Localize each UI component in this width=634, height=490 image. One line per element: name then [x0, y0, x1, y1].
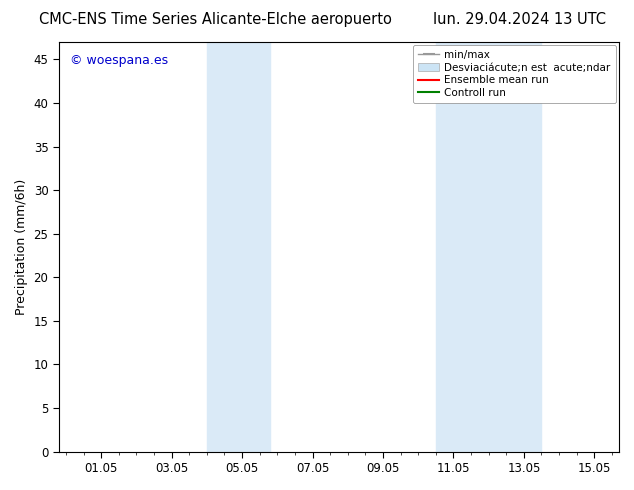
Text: © woespana.es: © woespana.es — [70, 54, 168, 67]
Y-axis label: Precipitation (mm/6h): Precipitation (mm/6h) — [15, 179, 28, 315]
Legend: min/max, Desviaciácute;n est  acute;ndar, Ensemble mean run, Controll run: min/max, Desviaciácute;n est acute;ndar,… — [413, 45, 616, 103]
Text: lun. 29.04.2024 13 UTC: lun. 29.04.2024 13 UTC — [434, 12, 606, 27]
Bar — [436, 42, 541, 452]
Bar — [207, 42, 270, 452]
Text: CMC-ENS Time Series Alicante-Elche aeropuerto: CMC-ENS Time Series Alicante-Elche aerop… — [39, 12, 392, 27]
